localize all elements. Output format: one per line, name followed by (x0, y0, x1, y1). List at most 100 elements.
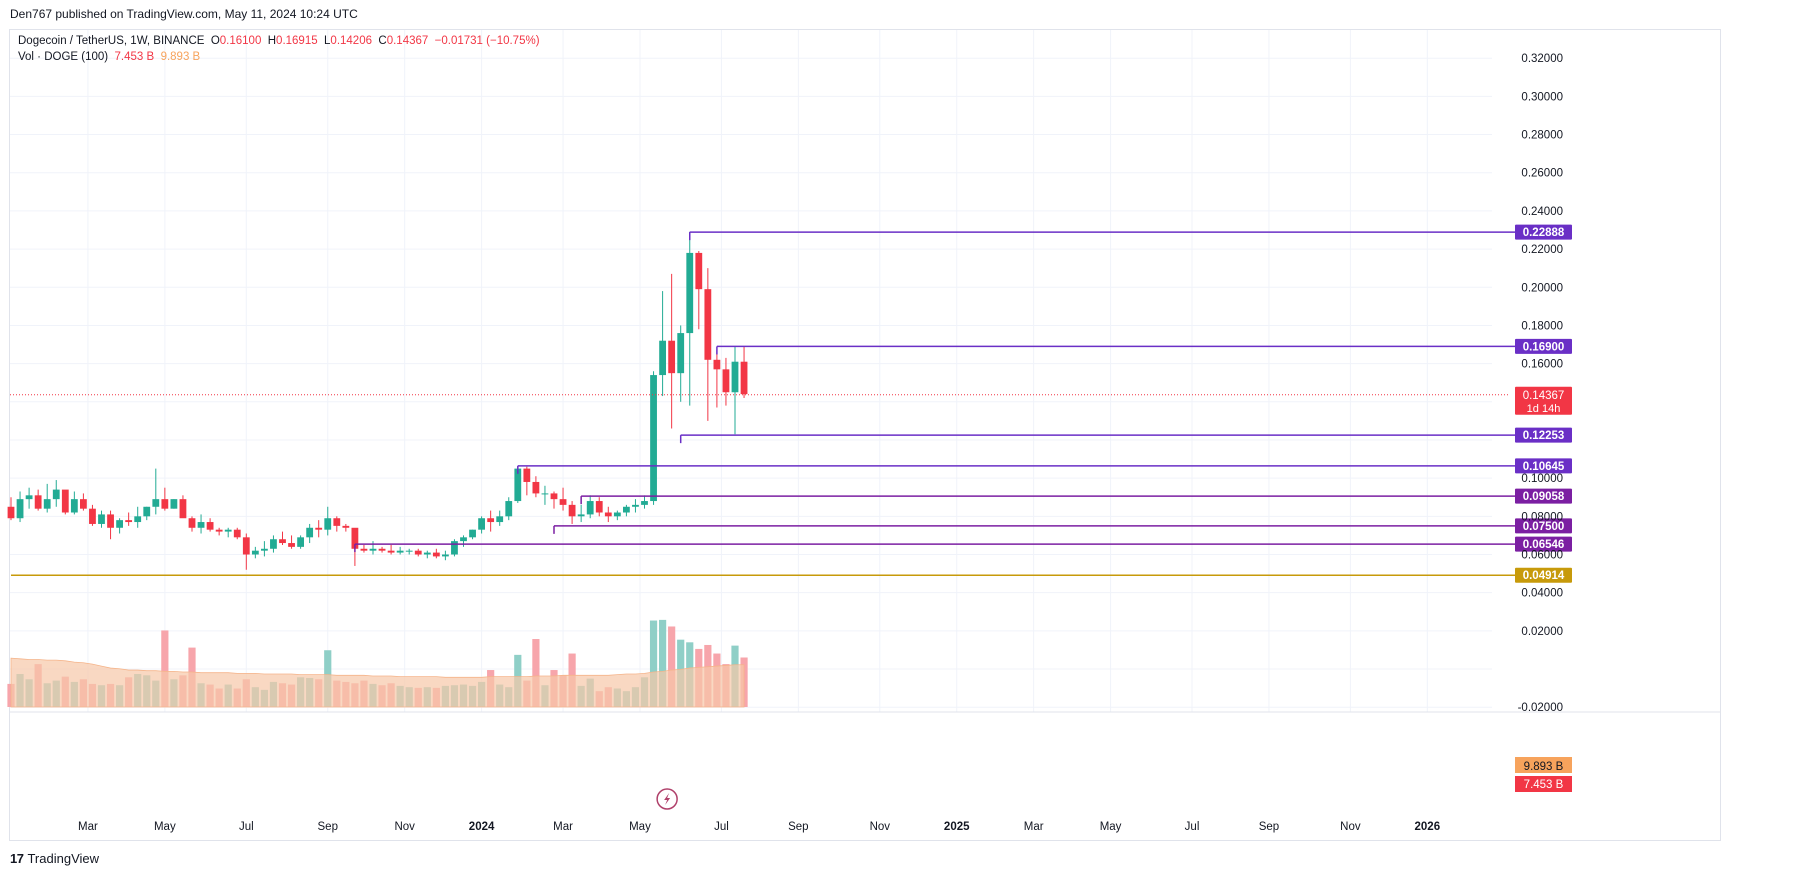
candle-body (152, 499, 160, 507)
candle-body (478, 518, 485, 530)
candle-body (288, 543, 295, 547)
x-tick-label: May (1100, 821, 1122, 833)
x-tick-label: Nov (394, 821, 415, 833)
volume-indicator-label: Vol · DOGE (100) (18, 51, 109, 63)
candle-body (568, 504, 576, 517)
candle-body (7, 506, 15, 519)
close-label: C (378, 35, 387, 47)
horizontal-levels: 0.22888 0.16900 0.12253 0.10645 0.09058 0.075… (10, 224, 1572, 810)
candle-body (668, 340, 676, 374)
x-tick-label: May (629, 821, 651, 833)
candle-body (270, 539, 277, 549)
candle-body (659, 340, 666, 376)
candle-body (414, 550, 422, 555)
tradingview-footer[interactable]: 17 TradingView (10, 851, 99, 866)
open-label: O (210, 35, 220, 47)
volume-axis-label-bg (1515, 776, 1572, 792)
y-tick-label: 0.08000 (1521, 511, 1563, 523)
candle-body (541, 493, 549, 495)
candle-body (405, 550, 413, 552)
y-tick-label: 0.24000 (1521, 206, 1563, 218)
candle-body (695, 252, 703, 290)
level-label-bg (1515, 458, 1572, 474)
candle-body (224, 529, 232, 532)
candle-body (613, 512, 621, 517)
candle-body (279, 539, 286, 544)
candle-body (261, 548, 268, 551)
chart-frame[interactable] (9, 29, 1721, 841)
candle-body (215, 529, 223, 532)
candle-body (116, 520, 123, 528)
close-value: 0.14367 (386, 35, 429, 47)
x-tick-label: Mar (553, 821, 573, 833)
candle-body (559, 499, 567, 505)
level-label-bg (1515, 567, 1572, 583)
level-label: 0.16900 (1523, 341, 1565, 353)
candle-body (297, 537, 304, 547)
level-label: 0.07500 (1523, 521, 1565, 533)
candle-body (197, 522, 205, 528)
candle-body (107, 514, 114, 528)
x-tick-label: 2025 (944, 821, 970, 833)
y-tick-label: 0.16000 (1521, 359, 1563, 371)
candle-body (369, 548, 377, 551)
candle-body (61, 489, 69, 513)
candle-body (677, 333, 685, 374)
x-tick-label: Mar (1024, 821, 1044, 833)
x-tick-label: Sep (788, 821, 808, 833)
level-label: 0.12253 (1523, 430, 1565, 442)
candle-body (378, 548, 386, 551)
candle-body (315, 527, 323, 530)
y-tick-label: 0.04000 (1521, 588, 1563, 600)
candle-body (469, 529, 476, 538)
level-label: 0.22888 (1523, 227, 1565, 239)
candle-body (188, 518, 196, 528)
level-label: 0.04914 (1523, 570, 1565, 582)
y-tick-label: 0.22000 (1521, 244, 1563, 256)
candle-body (351, 527, 359, 549)
candle-body (324, 518, 332, 530)
tradingview-brand: TradingView (27, 851, 100, 866)
y-tick-label: 0.18000 (1521, 320, 1563, 332)
candle-body (52, 489, 60, 500)
x-tick-label: Jul (714, 821, 729, 833)
y-tick-label: 0.26000 (1521, 168, 1563, 180)
candle-body (251, 550, 259, 555)
candle-body (731, 361, 739, 393)
x-tick-label: Mar (78, 821, 98, 833)
x-tick-label: 2024 (469, 821, 495, 833)
candle-body (170, 499, 178, 509)
candle-body (722, 369, 730, 393)
volume-bar (161, 630, 169, 707)
volume-ma-axis-label: 9.893 B (1524, 761, 1564, 773)
volume-legend: Vol · DOGE (100) 7.453 B 9.893 B (18, 51, 200, 63)
high-value: 0.16915 (276, 35, 318, 47)
candle-body (505, 501, 513, 517)
high-label: H (267, 35, 277, 47)
candle-body (604, 512, 612, 517)
ohlc-legend: Dogecoin / TetherUS, 1W, BINANCE O0.1610… (18, 35, 540, 47)
candle-body (632, 504, 639, 507)
candle-body (16, 499, 24, 519)
y-axis: 0.32000 0.30000 0.28000 0.26000 0.24000 0.220… (1518, 53, 1563, 714)
level-label: 0.06546 (1523, 539, 1565, 551)
y-tick-label: -0.02000 (1518, 702, 1563, 714)
candle-body (98, 514, 105, 524)
candle-body (360, 548, 368, 551)
level-label-bg (1515, 488, 1572, 504)
volume-bar (532, 639, 540, 707)
candle-body (650, 375, 657, 502)
candle-body (333, 518, 341, 526)
candle-body (143, 506, 151, 517)
candle-body (460, 537, 467, 542)
x-tick-label: Jul (239, 821, 254, 833)
candle-body (43, 499, 51, 509)
current-price-label-bg (1515, 386, 1572, 415)
symbol-label: Dogecoin / TetherUS, 1W, BINANCE (18, 35, 205, 47)
y-tick-label: 0.06000 (1521, 549, 1563, 561)
candle-body (532, 481, 540, 494)
y-tick-label: 0.30000 (1521, 91, 1563, 103)
candle-body (342, 525, 350, 528)
x-tick-label: Jul (1185, 821, 1200, 833)
